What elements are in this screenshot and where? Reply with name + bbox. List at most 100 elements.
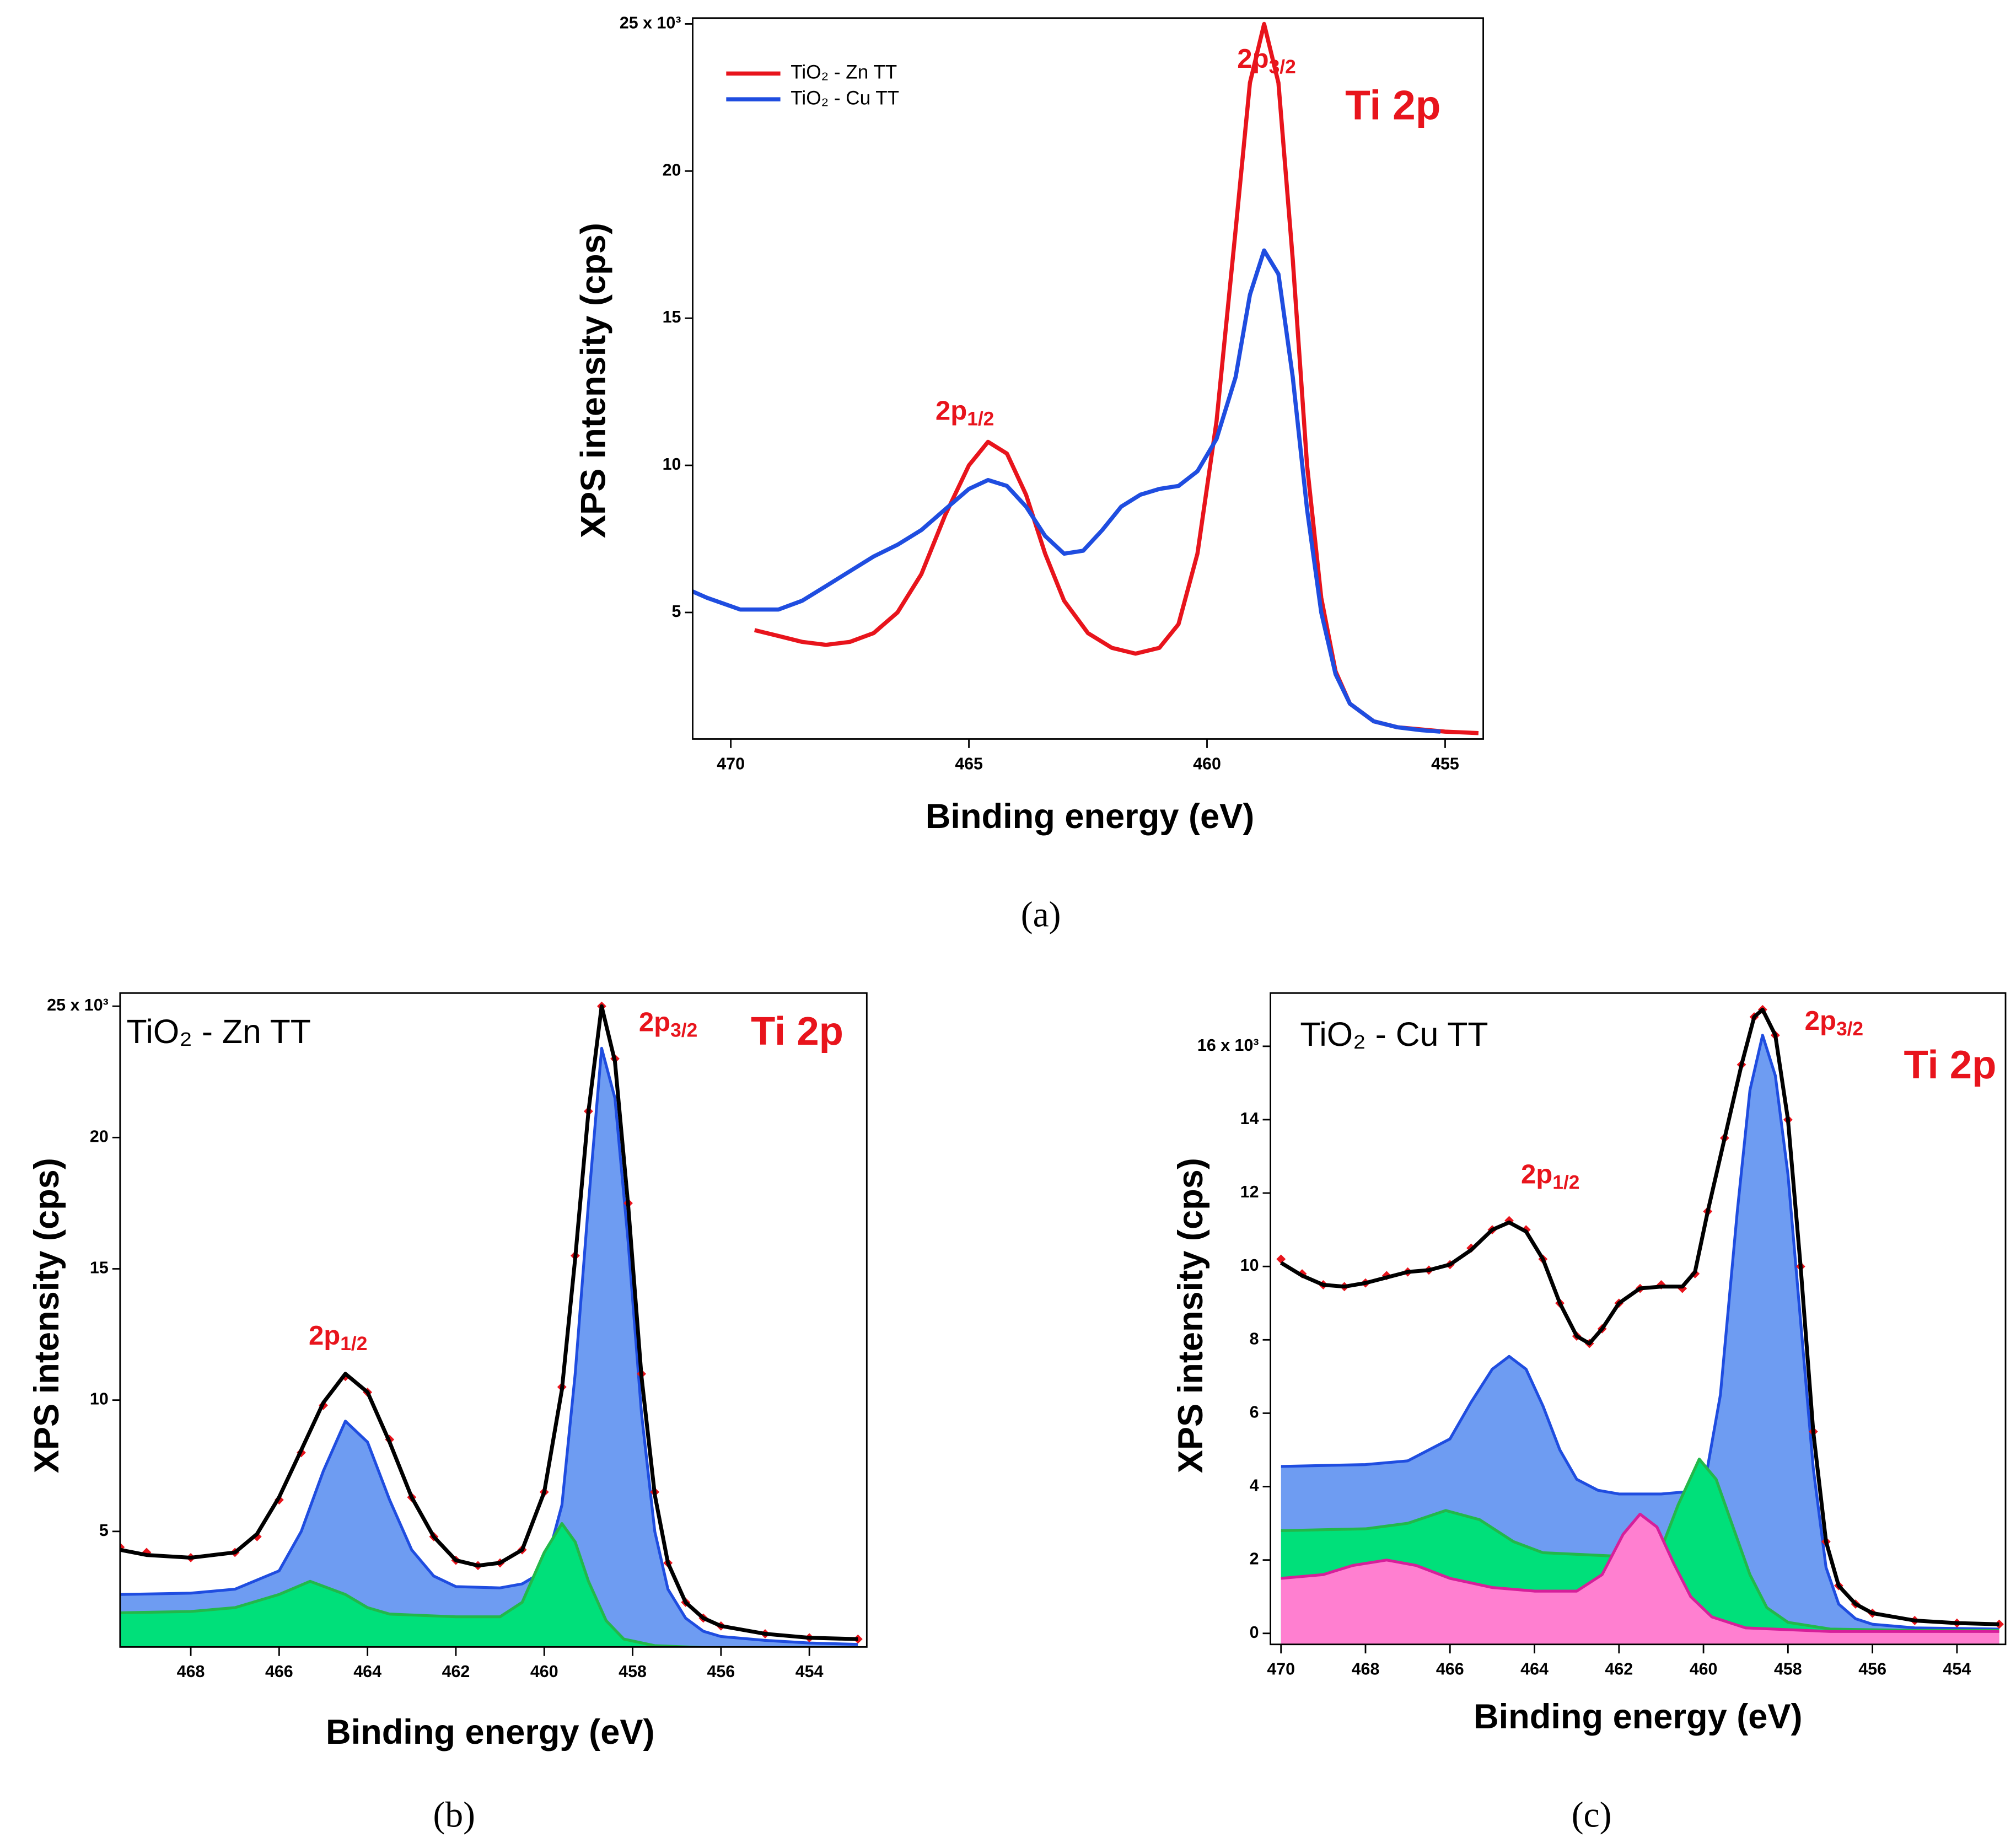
component-area [1281,1035,1999,1645]
series-line [754,22,1479,735]
y-tick-label: 25 x 10³ [47,996,109,1014]
annotation-text: Ti 2p [1345,82,1440,128]
x-axis-label: Binding energy (eV) [326,1713,655,1751]
component-area [120,1048,858,1647]
x-tick-label: 464 [1520,1660,1549,1679]
data-point [853,1634,863,1644]
x-tick-label: 454 [795,1662,824,1681]
legend-label: TiO₂ - Zn TT [791,62,897,83]
annotation-text: Ti 2p [1904,1043,1996,1087]
y-tick-label: 12 [1240,1183,1259,1201]
annotation-subscript: 1/2 [1552,1172,1579,1194]
component-area [1281,1514,1999,1645]
y-tick-label: 16 x 10³ [1197,1036,1259,1055]
y-tick-label: 15 [90,1259,109,1277]
y-tick-label: 4 [1250,1476,1259,1495]
x-tick-label: 460 [1193,754,1221,773]
annotation-text: 2p [639,1007,670,1037]
y-axis-label: XPS intensity (cps) [1171,1158,1210,1473]
plot-area [692,22,1479,735]
y-tick-label: 20 [90,1127,109,1146]
annotation-text: 2p [1521,1159,1552,1189]
series-line [1280,1007,1999,1626]
data-point [1276,1254,1286,1264]
x-tick-label: 460 [1690,1660,1718,1679]
annotation-subscript: 1/2 [967,409,994,430]
annotation-text: 2p [309,1321,340,1351]
plot-area [120,1001,863,1647]
annotation-text: Ti 2p [751,1009,843,1054]
component-area [120,1523,858,1647]
annotation-text: TiO₂ - Cu TT [1300,1015,1488,1053]
x-tick-label: 470 [717,754,745,773]
series-line [1281,1512,1999,1633]
y-tick-label: 5 [672,602,681,621]
series-line [120,1522,730,1647]
annotation-text: TiO₂ - Zn TT [127,1013,311,1050]
caption: (b) [433,1796,475,1835]
x-tick-label: 470 [1267,1660,1295,1679]
plot-area [1276,1004,2004,1645]
x-tick-label: 460 [530,1662,558,1681]
annotation: TiO₂ - Cu TT [1300,1015,1488,1053]
x-tick-label: 458 [619,1662,647,1681]
y-tick-label: 8 [1250,1329,1259,1348]
y-axis-label: XPS intensity (cps) [28,1158,66,1473]
x-tick-label: 456 [707,1662,735,1681]
x-tick-label: 458 [1774,1660,1802,1679]
annotation: 2p3/2 [1237,44,1295,78]
annotation: 2p3/2 [1805,1006,1863,1040]
x-tick-label: 465 [955,754,983,773]
annotation: 2p1/2 [1521,1159,1579,1193]
caption: (c) [1572,1796,1612,1835]
plot-frame [692,17,1484,740]
annotation: 2p3/2 [639,1007,697,1041]
x-axis-label: Binding energy (eV) [1474,1697,1803,1736]
annotation: 2p1/2 [936,396,994,430]
y-axis-label: XPS intensity (cps) [574,223,613,538]
series-line [120,1004,858,1641]
annotation-subscript: 1/2 [340,1333,367,1355]
y-tick-label: 14 [1240,1109,1259,1128]
x-tick-label: 466 [265,1662,293,1681]
caption: (a) [1021,895,1061,935]
plot-frame [1270,992,2007,1646]
annotation: Ti 2p [1904,1043,1996,1087]
y-tick-label: 25 x 10³ [620,13,681,32]
annotation-subscript: 3/2 [670,1020,697,1041]
series-line [120,1046,858,1646]
series-line [692,248,1441,734]
y-tick-label: 20 [663,160,681,179]
x-tick-label: 454 [1943,1660,1971,1679]
annotation-subscript: 3/2 [1836,1019,1863,1040]
y-tick-label: 2 [1250,1550,1259,1568]
annotation: Ti 2p [1345,82,1440,128]
annotation-text: 2p [1805,1006,1836,1036]
y-tick-label: 0 [1250,1623,1259,1642]
x-tick-label: 455 [1431,754,1459,773]
annotation: 2p1/2 [309,1321,367,1355]
annotation-subscript: 3/2 [1269,56,1296,78]
annotation: Ti 2p [751,1009,843,1054]
y-tick-label: 10 [90,1390,109,1409]
x-axis-label: Binding energy (eV) [926,797,1255,836]
legend-label: TiO₂ - Cu TT [791,87,899,109]
y-tick-label: 15 [663,308,681,326]
x-tick-label: 462 [1605,1660,1633,1679]
annotation: TiO₂ - Zn TT [127,1013,311,1050]
annotation-text: 2p [936,396,967,426]
plot-frame [119,992,868,1648]
y-tick-label: 10 [1240,1256,1259,1275]
x-tick-label: 456 [1858,1660,1886,1679]
x-tick-label: 468 [1352,1660,1380,1679]
y-tick-label: 10 [663,455,681,474]
annotation-text: 2p [1237,44,1268,74]
y-tick-label: 5 [99,1521,109,1540]
x-tick-label: 464 [353,1662,381,1681]
series-line [1281,1457,1999,1632]
y-tick-label: 6 [1250,1403,1259,1421]
x-tick-label: 466 [1436,1660,1464,1679]
x-tick-label: 462 [442,1662,470,1681]
x-tick-label: 468 [177,1662,205,1681]
